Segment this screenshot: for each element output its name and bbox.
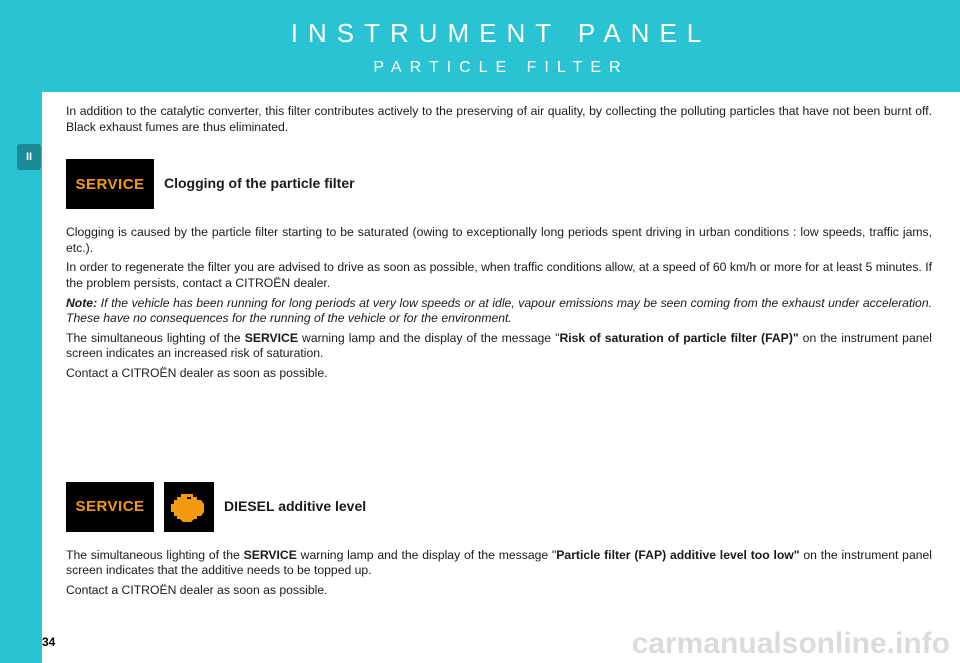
clogging-note: Note: If the vehicle has been running fo… [66,296,932,327]
p3a: The simultaneous lighting of the [66,331,245,345]
service-warning-icon: SERVICE [66,159,154,209]
p3d: Risk of saturation of particle filter (F… [559,331,798,345]
header-subtitle: PARTICLE FILTER [42,49,960,77]
watermark: carmanualsonline.info [632,627,950,661]
clogging-p2: In order to regenerate the filter you ar… [66,260,932,291]
section-heading-additive: DIESEL additive level [224,498,366,516]
p3b: SERVICE [245,331,298,345]
additive-p1: The simultaneous lighting of the SERVICE… [66,548,932,579]
p1c: warning lamp and the display of the mess… [297,548,556,562]
note-body: If the vehicle has been running for long… [66,296,932,326]
page-number: 34 [42,635,55,649]
page-content: In addition to the catalytic converter, … [66,104,932,603]
section-additive-header: SERVICE DIESEL additive level [66,482,932,532]
p1d: Particle filter (FAP) additive level too… [556,548,799,562]
section-heading-clogging: Clogging of the particle filter [164,175,355,193]
note-label: Note: [66,296,97,310]
p3c: warning lamp and the display of the mess… [298,331,559,345]
engine-warning-icon [164,482,214,532]
chapter-tab: II [17,144,41,170]
section-clogging-header: SERVICE Clogging of the particle filter [66,159,932,209]
service-warning-icon-2: SERVICE [66,482,154,532]
service-icon-label-2: SERVICE [75,497,144,516]
clogging-p4: Contact a CITROËN dealer as soon as poss… [66,366,932,382]
intro-paragraph: In addition to the catalytic converter, … [66,104,932,135]
clogging-p3: The simultaneous lighting of the SERVICE… [66,331,932,362]
service-icon-label: SERVICE [75,175,144,194]
header-title: INSTRUMENT PANEL [42,0,960,49]
page-header: INSTRUMENT PANEL PARTICLE FILTER [42,0,960,92]
additive-p2: Contact a CITROËN dealer as soon as poss… [66,583,932,599]
p1b: SERVICE [244,548,297,562]
left-accent-stripe [0,0,42,663]
clogging-p1: Clogging is caused by the particle filte… [66,225,932,256]
manual-page: II INSTRUMENT PANEL PARTICLE FILTER In a… [0,0,960,663]
p1a: The simultaneous lighting of the [66,548,244,562]
